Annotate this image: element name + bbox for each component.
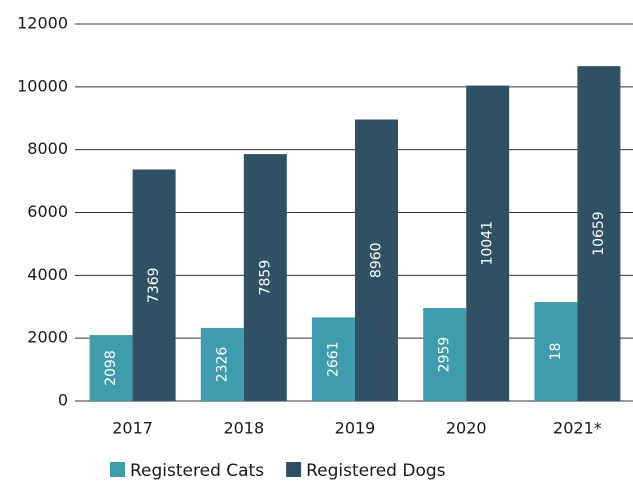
y-tick-label: 4000: [27, 265, 68, 284]
bar: [355, 119, 398, 402]
bar: [132, 169, 176, 401]
x-tick-label: 2017: [112, 419, 153, 438]
legend-swatch: [286, 462, 302, 477]
y-tick-label: 12000: [17, 14, 68, 33]
x-tick-label: 2020: [446, 419, 487, 438]
value-label: 2959: [437, 337, 453, 373]
y-tick-label: 8000: [27, 139, 68, 158]
bar: [243, 154, 287, 401]
value-label: 2326: [214, 347, 230, 383]
y-tick-label: 2000: [27, 328, 68, 347]
legend-label: Registered Cats: [130, 461, 264, 481]
x-tick-label: 2019: [335, 419, 376, 438]
legend-swatch: [110, 462, 125, 477]
bar: [534, 302, 578, 401]
bar: [200, 327, 244, 401]
bar: [423, 308, 467, 401]
y-tick-label: 6000: [27, 202, 68, 221]
bar: [89, 335, 133, 401]
value-label: 2098: [103, 350, 119, 386]
value-label: 10659: [591, 211, 607, 256]
value-label: 2661: [326, 341, 342, 377]
y-tick-label: 10000: [17, 76, 68, 95]
value-label: 18: [548, 343, 564, 361]
value-label: 7369: [146, 267, 162, 303]
bar: [312, 317, 355, 401]
x-tick-label: 2021*: [553, 419, 602, 438]
x-tick-label: 2018: [223, 419, 264, 438]
bar: [466, 85, 510, 401]
y-tick-label: 0: [58, 391, 68, 410]
value-label: 10041: [480, 221, 496, 266]
legend-label: Registered Dogs: [306, 461, 446, 481]
bar: [577, 66, 621, 401]
value-label: 8960: [369, 242, 385, 278]
value-label: 7859: [257, 260, 273, 296]
